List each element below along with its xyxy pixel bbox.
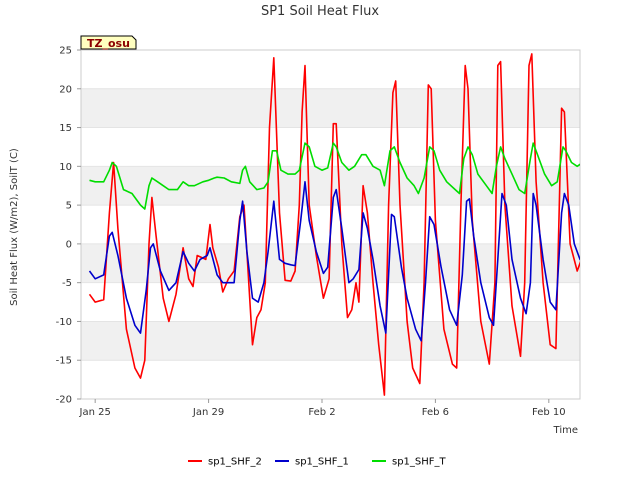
y-tick-label: 25 (59, 46, 72, 57)
y-tick-label: 0 (66, 239, 72, 250)
y-axis-label: Soil Heat Flux (W/m2), SoilT (C) (9, 148, 20, 306)
tz-badge-label: TZ_osu (87, 37, 130, 50)
series-line-sp1_SHF_T (89, 142, 580, 210)
x-tick-label: Feb 10 (532, 407, 566, 418)
legend: sp1_SHF_2 sp1_SHF_1 sp1_SHF_T (188, 457, 447, 468)
y-axis: -20 -15 -10 -5 0 5 10 15 20 25 (56, 46, 81, 406)
x-axis: Jan 25 Jan 29 Feb 2 Feb 6 Feb 10 (79, 399, 566, 418)
chart-title: SP1 Soil Heat Flux (261, 4, 379, 19)
y-tick-label: -5 (62, 278, 72, 289)
y-tick-label: 15 (59, 123, 72, 134)
tz-badge: TZ_osu (80, 35, 137, 50)
y-tick-label: -10 (56, 317, 72, 328)
y-tick-label: -20 (56, 395, 72, 406)
legend-label: sp1_SHF_1 (295, 457, 349, 468)
y-tick-label: 20 (59, 84, 72, 95)
plot-frame (80, 49, 581, 400)
x-axis-label: Time (553, 425, 578, 436)
y-tick-label: 5 (66, 201, 72, 212)
series-line-sp1_SHF_1 (88, 181, 580, 342)
x-tick-label: Jan 29 (192, 407, 224, 418)
x-tick-label: Jan 25 (79, 407, 111, 418)
series-line-sp1_SHF_2 (88, 53, 580, 396)
grid-band (81, 88, 580, 128)
legend-label: sp1_SHF_T (392, 457, 447, 468)
y-tick-label: 10 (59, 162, 72, 173)
series-lines (88, 53, 580, 396)
grid-band (81, 321, 580, 361)
y-tick-label: -15 (56, 356, 72, 367)
x-tick-label: Feb 2 (308, 407, 335, 418)
legend-label: sp1_SHF_2 (208, 457, 262, 468)
x-tick-label: Feb 6 (422, 407, 449, 418)
